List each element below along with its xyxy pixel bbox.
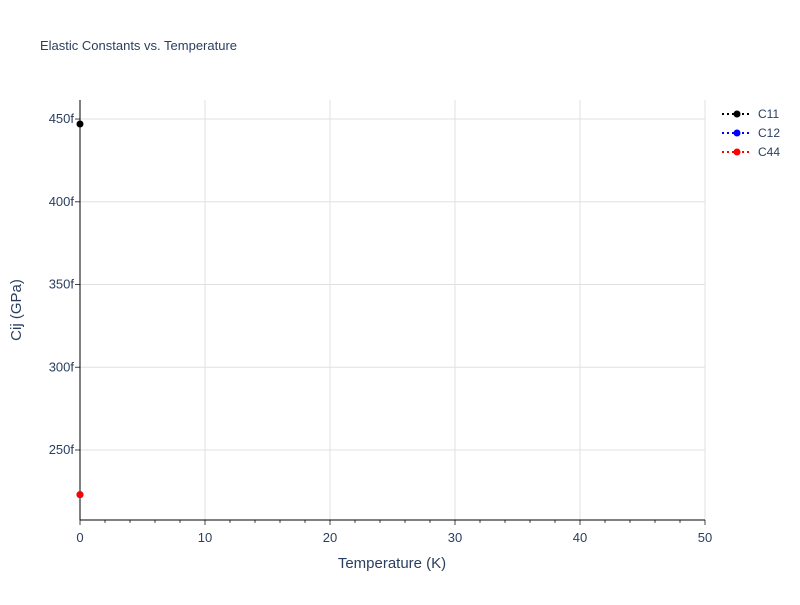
legend-label-C11: C11	[758, 107, 779, 121]
y-tick-label: 250f	[49, 442, 75, 457]
x-tick-label: 30	[448, 530, 462, 545]
chart-title: Elastic Constants vs. Temperature	[40, 38, 237, 53]
legend-label-C44: C44	[758, 145, 780, 159]
legend-label-C12: C12	[758, 126, 780, 140]
y-tick-label: 300f	[49, 359, 75, 374]
x-tick-label: 10	[198, 530, 212, 545]
data-point-C11	[76, 120, 84, 128]
legend-marker-C12	[733, 129, 741, 137]
x-tick-label: 50	[698, 530, 712, 545]
x-axis-label: Temperature (K)	[338, 555, 446, 572]
y-tick-label: 450f	[49, 111, 75, 126]
x-tick-label: 0	[76, 530, 83, 545]
y-tick-label: 400f	[49, 194, 75, 209]
y-tick-label: 350f	[49, 277, 75, 292]
y-axis-label: Cij (GPa)	[8, 279, 25, 341]
data-point-C44	[76, 491, 84, 499]
legend-marker-C44	[733, 148, 741, 156]
legend-marker-C11	[733, 110, 741, 118]
x-tick-label: 20	[323, 530, 337, 545]
x-tick-label: 40	[573, 530, 587, 545]
